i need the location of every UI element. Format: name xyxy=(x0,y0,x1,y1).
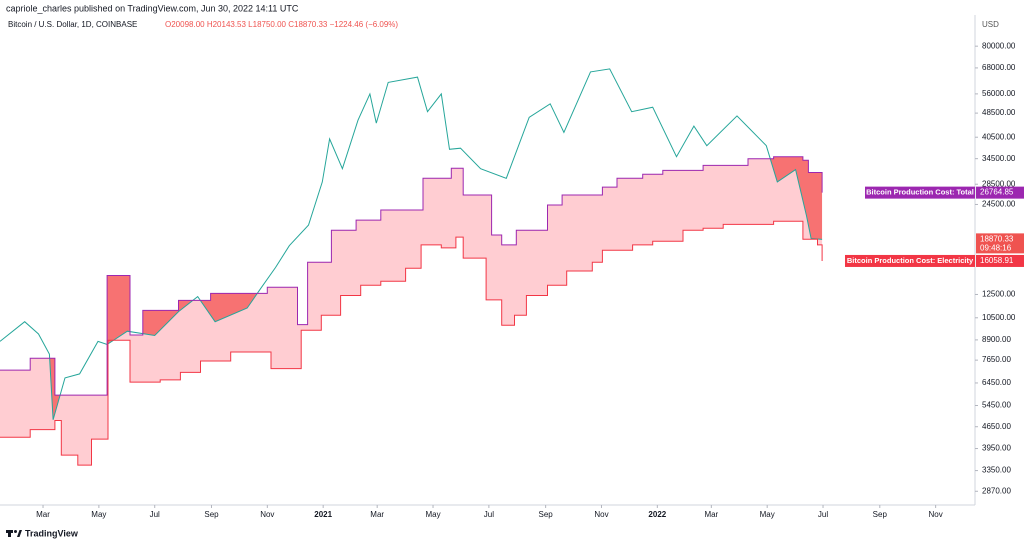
y-tick-label: 4650.00 xyxy=(982,422,1011,431)
series-last-value: 16058.91 xyxy=(980,256,1014,265)
series-last-value: 26764.85 xyxy=(980,188,1014,197)
y-tick-label: 7650.00 xyxy=(982,355,1011,364)
series-name-box xyxy=(865,186,975,199)
y-tick-label: 48500.00 xyxy=(982,108,1016,117)
y-tick-label: 24500.00 xyxy=(982,200,1016,209)
x-tick-label: Jul xyxy=(818,510,828,519)
x-tick-label: Sep xyxy=(204,510,219,519)
y-tick-label: 68000.00 xyxy=(982,63,1016,72)
y-tick-label: 34500.00 xyxy=(982,154,1016,163)
series-name: Bitcoin Production Cost: Electricity xyxy=(847,256,974,265)
cost-line xyxy=(0,220,823,466)
x-tick-label: Jul xyxy=(484,510,494,519)
countdown: 09:48:16 xyxy=(980,243,1012,252)
footer-brand: TradingView xyxy=(25,528,79,538)
series-name: Bitcoin Production Cost: Total xyxy=(866,188,974,197)
x-tick-label: Nov xyxy=(260,510,274,519)
x-tick-label: Mar xyxy=(370,510,384,519)
series-last-value-box xyxy=(976,186,1024,199)
x-tick-label: May xyxy=(91,510,106,519)
series-last-value-box xyxy=(976,254,1024,267)
y-tick-label: 3350.00 xyxy=(982,466,1011,475)
y-tick-label: 2870.00 xyxy=(982,486,1011,495)
y-tick-label: 3950.00 xyxy=(982,444,1011,453)
published-line: capriole_charles published on TradingVie… xyxy=(6,3,299,13)
y-tick-label: 56000.00 xyxy=(982,89,1016,98)
x-tick-label: Mar xyxy=(36,510,50,519)
x-tick-label: Sep xyxy=(539,510,554,519)
cost-band xyxy=(0,156,823,466)
x-tick-label: May xyxy=(760,510,775,519)
cost-line xyxy=(0,156,823,396)
y-tick-label: 80000.00 xyxy=(982,41,1016,50)
ohlc-info: O20098.00 H20143.53 L18750.00 C18870.33 … xyxy=(165,20,398,29)
currency-label: USD xyxy=(982,20,999,29)
symbol-info: Bitcoin / U.S. Dollar, 1D, COINBASE xyxy=(8,20,137,29)
x-tick-label: 2022 xyxy=(648,510,666,519)
y-tick-label: 12500.00 xyxy=(982,290,1016,299)
x-tick-label: Nov xyxy=(594,510,608,519)
x-tick-label: Nov xyxy=(929,510,943,519)
y-tick-label: 10500.00 xyxy=(982,313,1016,322)
x-tick-label: Sep xyxy=(873,510,888,519)
y-tick-label: 28500.00 xyxy=(982,179,1016,188)
x-tick-label: May xyxy=(425,510,440,519)
y-tick-label: 6450.00 xyxy=(982,378,1011,387)
tv-logo xyxy=(6,530,22,537)
y-tick-label: 8900.00 xyxy=(982,335,1011,344)
y-tick-label: 40500.00 xyxy=(982,132,1016,141)
y-tick-label: 5450.00 xyxy=(982,401,1011,410)
x-tick-label: Jul xyxy=(150,510,160,519)
x-tick-label: Mar xyxy=(704,510,718,519)
price-line xyxy=(0,68,823,420)
series-name-box xyxy=(845,254,975,267)
price-last-value-box xyxy=(976,233,1024,254)
price-last-value: 18870.33 xyxy=(980,234,1014,243)
x-tick-label: 2021 xyxy=(314,510,332,519)
